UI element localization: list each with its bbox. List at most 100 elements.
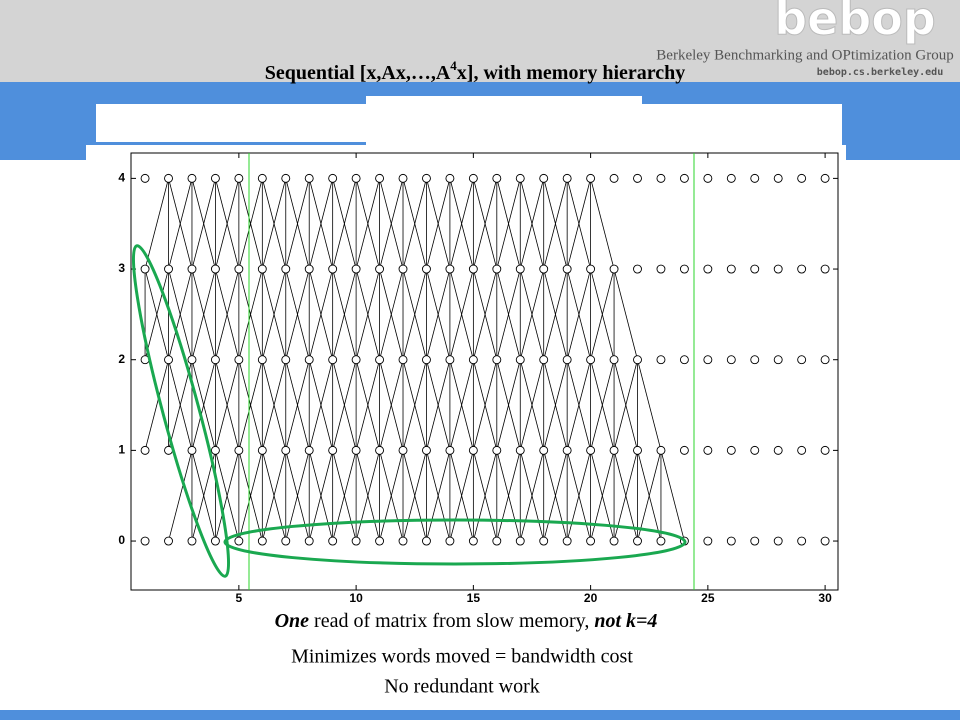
y-tick-label: 0	[118, 533, 125, 547]
dependency-edge	[215, 450, 240, 542]
vector-entry	[726, 355, 736, 365]
vector-entry	[375, 445, 385, 455]
vector-entry	[820, 536, 830, 546]
dependency-edge	[168, 268, 193, 360]
dependency-edge	[261, 359, 287, 451]
vector-entry	[422, 445, 431, 455]
vector-entry	[609, 536, 619, 546]
vector-entry	[515, 536, 525, 546]
vector-entry	[257, 173, 267, 183]
vector-entry	[140, 536, 150, 546]
caption-part: read of matrix from slow memory,	[309, 610, 594, 632]
vector-entry	[515, 445, 525, 455]
vector-entry	[773, 445, 783, 455]
band-box	[366, 96, 642, 146]
logo-group: Berkeley Benchmarking and OPtimization G…	[656, 47, 953, 63]
vector-entry	[609, 445, 619, 455]
vector-entry	[797, 264, 807, 274]
dependency-edge	[191, 268, 216, 360]
caption-line: No redundant work	[384, 676, 540, 698]
vector-entry	[187, 536, 197, 546]
vector-entry	[679, 264, 689, 274]
vector-entry	[562, 264, 572, 274]
dependency-edge	[355, 359, 380, 451]
vector-entry	[586, 355, 596, 365]
dependency-edge	[613, 268, 638, 360]
vector-entry	[750, 445, 760, 455]
vector-entry	[539, 536, 549, 546]
vector-entry	[633, 264, 642, 274]
caption-line: Minimizes words moved = bandwidth cost	[291, 646, 633, 668]
dependency-edge	[590, 268, 615, 360]
dependency-edge	[519, 450, 545, 542]
vector-entry	[726, 445, 736, 455]
vector-entry	[539, 445, 549, 455]
vector-entry	[398, 536, 408, 546]
vector-entry	[257, 355, 267, 365]
dependency-edge	[355, 268, 380, 360]
vector-entry	[281, 173, 291, 183]
dependency-edge	[519, 359, 545, 451]
dependency-edge	[449, 268, 474, 360]
vector-entry	[773, 355, 783, 365]
dependency-edge	[660, 450, 685, 542]
vector-entry	[586, 445, 596, 455]
vector-entry	[234, 355, 244, 365]
vector-entry	[679, 445, 689, 455]
logo-url: bebop.cs.berkeley.edu	[817, 67, 943, 78]
logo-mark: bebop	[774, 0, 936, 46]
dependency-edge	[355, 450, 380, 542]
dependency-edge	[379, 268, 404, 360]
vector-entry	[351, 445, 361, 455]
vector-entry	[539, 264, 549, 274]
vector-entry	[750, 173, 760, 183]
vector-entry	[164, 264, 173, 274]
dependency-edge	[261, 450, 287, 542]
vector-entry	[820, 173, 830, 183]
vector-entry	[164, 355, 173, 365]
vector-entry	[703, 264, 713, 274]
dependency-edge	[590, 359, 615, 451]
vector-entry	[422, 355, 431, 365]
vector-entry	[562, 536, 572, 546]
y-tick-label: 4	[118, 171, 125, 185]
vector-entry	[468, 264, 478, 274]
plot: 5 10 15 20 25 30 0 1 2 3 4	[118, 153, 838, 605]
vector-entry	[210, 536, 220, 546]
dependency-edge	[308, 359, 334, 451]
vector-entry	[187, 445, 197, 455]
dependency-edge	[449, 178, 474, 270]
vector-entry	[797, 355, 807, 365]
vector-entry	[210, 445, 220, 455]
bottom-band	[0, 710, 960, 720]
vector-entry	[375, 264, 385, 274]
vector-entry	[492, 173, 502, 183]
x-tick-label: 5	[236, 591, 243, 605]
dependency-edge	[168, 450, 193, 542]
dependency-edge	[215, 268, 240, 360]
vector-entry	[234, 173, 244, 183]
dependency-edge	[168, 359, 193, 451]
vector-entry	[468, 173, 478, 183]
caption-em: One	[275, 610, 310, 632]
vector-entry	[515, 173, 525, 183]
dependency-edge	[379, 178, 404, 270]
dependency-edge	[215, 359, 240, 451]
band-box	[96, 104, 366, 142]
vector-entry	[492, 264, 502, 274]
vector-entry	[679, 355, 689, 365]
highlight-ellipse	[223, 518, 687, 566]
vector-entry	[375, 173, 385, 183]
dependency-edge	[285, 178, 310, 270]
vector-entry	[187, 264, 197, 274]
dependency-edge	[144, 178, 169, 270]
y-tick-label: 3	[118, 261, 125, 275]
vector-entry	[445, 536, 455, 546]
dependency-edge	[191, 359, 216, 451]
vector-entry	[750, 264, 760, 274]
vector-entry	[164, 173, 173, 183]
vector-entry	[187, 173, 197, 183]
dependency-edge	[496, 450, 521, 542]
vector-entry	[210, 264, 220, 274]
